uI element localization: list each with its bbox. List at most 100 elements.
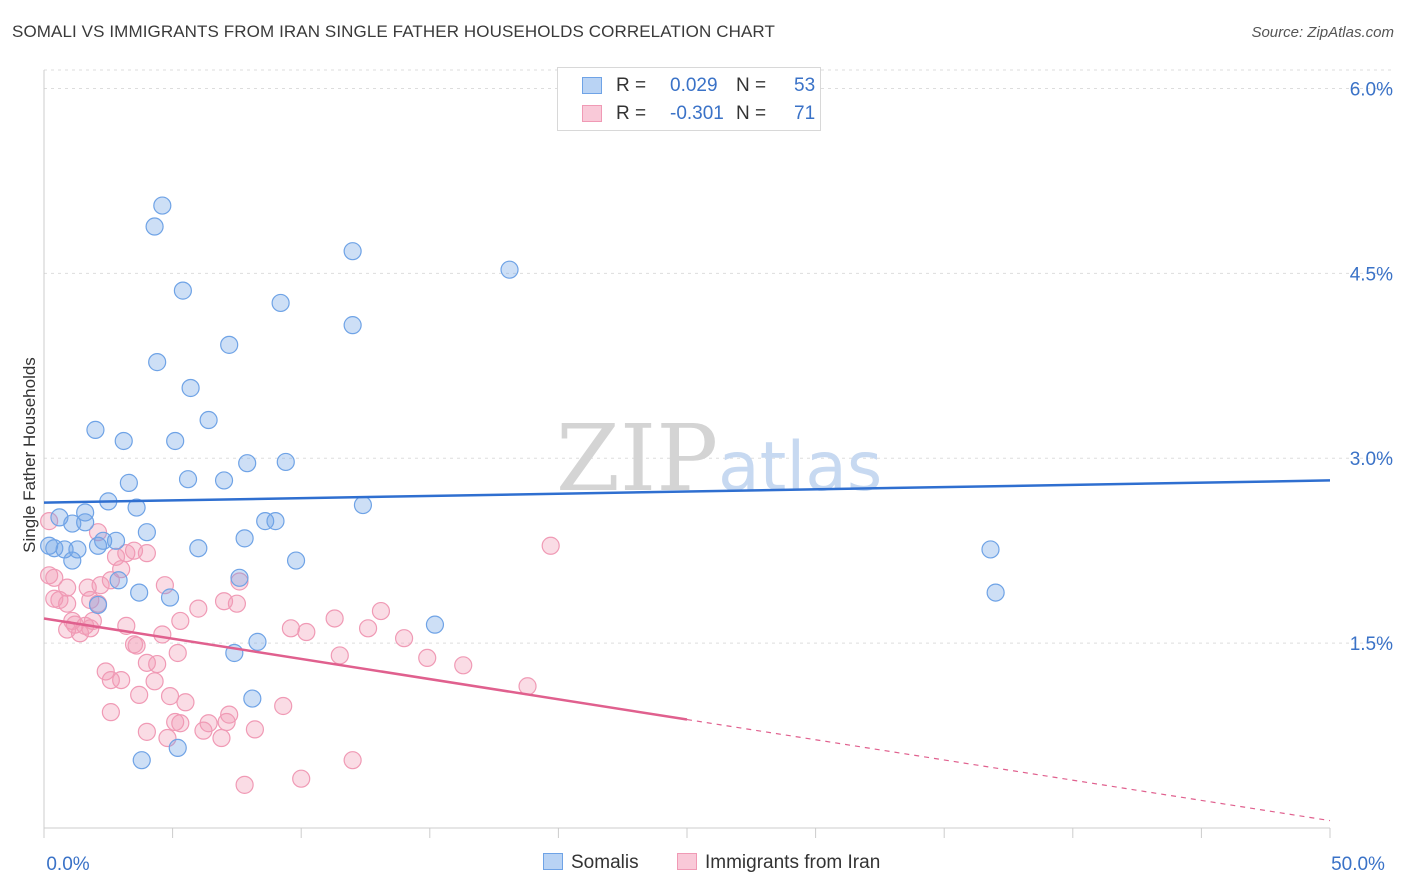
somalis-point [132, 751, 151, 770]
somalis-point [127, 498, 146, 517]
iran-point [168, 643, 187, 663]
somalis-point [68, 540, 87, 559]
iran-point [171, 714, 190, 733]
series-somalis-points [40, 196, 1005, 770]
iran-point [518, 677, 537, 696]
iran-point [127, 636, 146, 655]
somalis-point [343, 242, 362, 261]
somalis-point [88, 595, 108, 615]
iran-point [371, 601, 391, 621]
somalis-point [86, 420, 105, 439]
legend-r-value: 0.029 [670, 75, 718, 96]
watermark: ZIP atlas [556, 405, 882, 512]
bottom-legend-iran: Immigrants from Iran [677, 852, 880, 874]
iran-trend-line [43, 617, 688, 721]
iran-point [227, 594, 246, 613]
somalis-point [286, 551, 306, 570]
bottom-legend-somalis: Somalis [543, 852, 639, 874]
somalis-point [235, 529, 254, 548]
iran-point [245, 720, 265, 739]
iran-point [81, 619, 100, 638]
somalis-point [178, 470, 198, 489]
iran-point [281, 619, 301, 638]
somalis-point [160, 588, 180, 607]
legend-n-value: 53 [794, 75, 816, 96]
somalis-point [148, 353, 167, 372]
x-tick-label: 0.0% [46, 854, 89, 875]
somalis-point [230, 568, 249, 587]
somalis-point [76, 503, 95, 522]
somalis-point [109, 571, 128, 590]
bottom-legend-swatch-iran [677, 853, 697, 870]
somalis-point [256, 512, 275, 531]
iran-point [58, 594, 77, 613]
iran-point [148, 654, 167, 674]
somalis-point [166, 431, 185, 451]
iran-point [112, 560, 131, 579]
somalis-point [76, 513, 95, 532]
iran-point [274, 696, 293, 716]
bottom-legend-swatch-somalis [543, 853, 563, 870]
y-tick-label: 3.0% [1350, 449, 1393, 470]
iran-point [217, 712, 236, 732]
somalis-point [173, 281, 192, 300]
somalis-point [94, 531, 113, 550]
iran-point [292, 769, 311, 788]
iran-point [145, 672, 164, 691]
iran-point [454, 656, 473, 675]
y-tick-label: 1.5% [1350, 634, 1393, 655]
iran-trend-line-extension [686, 718, 1331, 822]
legend-n-value: 71 [794, 103, 816, 124]
somalis-point [181, 378, 200, 398]
legend-r-label: R = [616, 75, 647, 96]
stats-legend: R = 0.029 N = 53 R = -0.301 N = 71 [557, 67, 821, 131]
x-tick-label: 50.0% [1331, 854, 1385, 875]
iran-point [160, 687, 180, 706]
iran-point [541, 536, 560, 555]
iran-point [117, 544, 136, 563]
somalis-point [248, 632, 267, 651]
somalis-point [145, 217, 164, 236]
bottom-legend-label-iran: Immigrants from Iran [705, 852, 881, 873]
iran-point [194, 721, 213, 740]
somalis-point [88, 536, 108, 555]
legend-r-label: R = [616, 103, 647, 124]
grid-lines [44, 69, 1395, 644]
iran-point [212, 728, 231, 748]
legend-n-label: N = [736, 75, 767, 96]
iran-point [137, 722, 156, 741]
somalis-point [153, 196, 172, 215]
bottom-legend-label-somalis: Somalis [571, 852, 639, 873]
iran-point [137, 544, 156, 563]
iran-point [189, 599, 208, 618]
y-tick-label: 6.0% [1350, 79, 1393, 100]
iran-point [297, 622, 316, 642]
legend-r-value: -0.301 [670, 103, 724, 124]
somalis-point [199, 410, 218, 430]
chart-title: SOMALI VS IMMIGRANTS FROM IRAN SINGLE FA… [12, 22, 775, 41]
somalis-point [243, 689, 262, 708]
iran-point [153, 625, 172, 644]
somalis-point [220, 335, 239, 354]
somalis-point [353, 495, 373, 515]
iran-point [171, 611, 190, 631]
watermark-atlas: atlas [718, 428, 882, 507]
legend-swatch-iran [582, 105, 602, 122]
y-tick-label: 4.5% [1350, 264, 1393, 285]
somalis-point [981, 540, 1000, 559]
trend-lines [43, 479, 1331, 822]
iran-point [235, 775, 254, 794]
iran-point [45, 568, 64, 587]
iran-point [176, 693, 195, 712]
legend-n-label: N = [736, 103, 767, 124]
somalis-point [168, 738, 187, 757]
somalis-point [137, 523, 156, 542]
iran-point [101, 571, 120, 590]
iran-point [112, 670, 131, 690]
somalis-point [106, 531, 126, 550]
somalis-point [63, 551, 82, 570]
watermark-zip: ZIP [556, 405, 718, 512]
iran-point [358, 619, 378, 638]
source-label: Source: ZipAtlas.com [1251, 24, 1394, 41]
